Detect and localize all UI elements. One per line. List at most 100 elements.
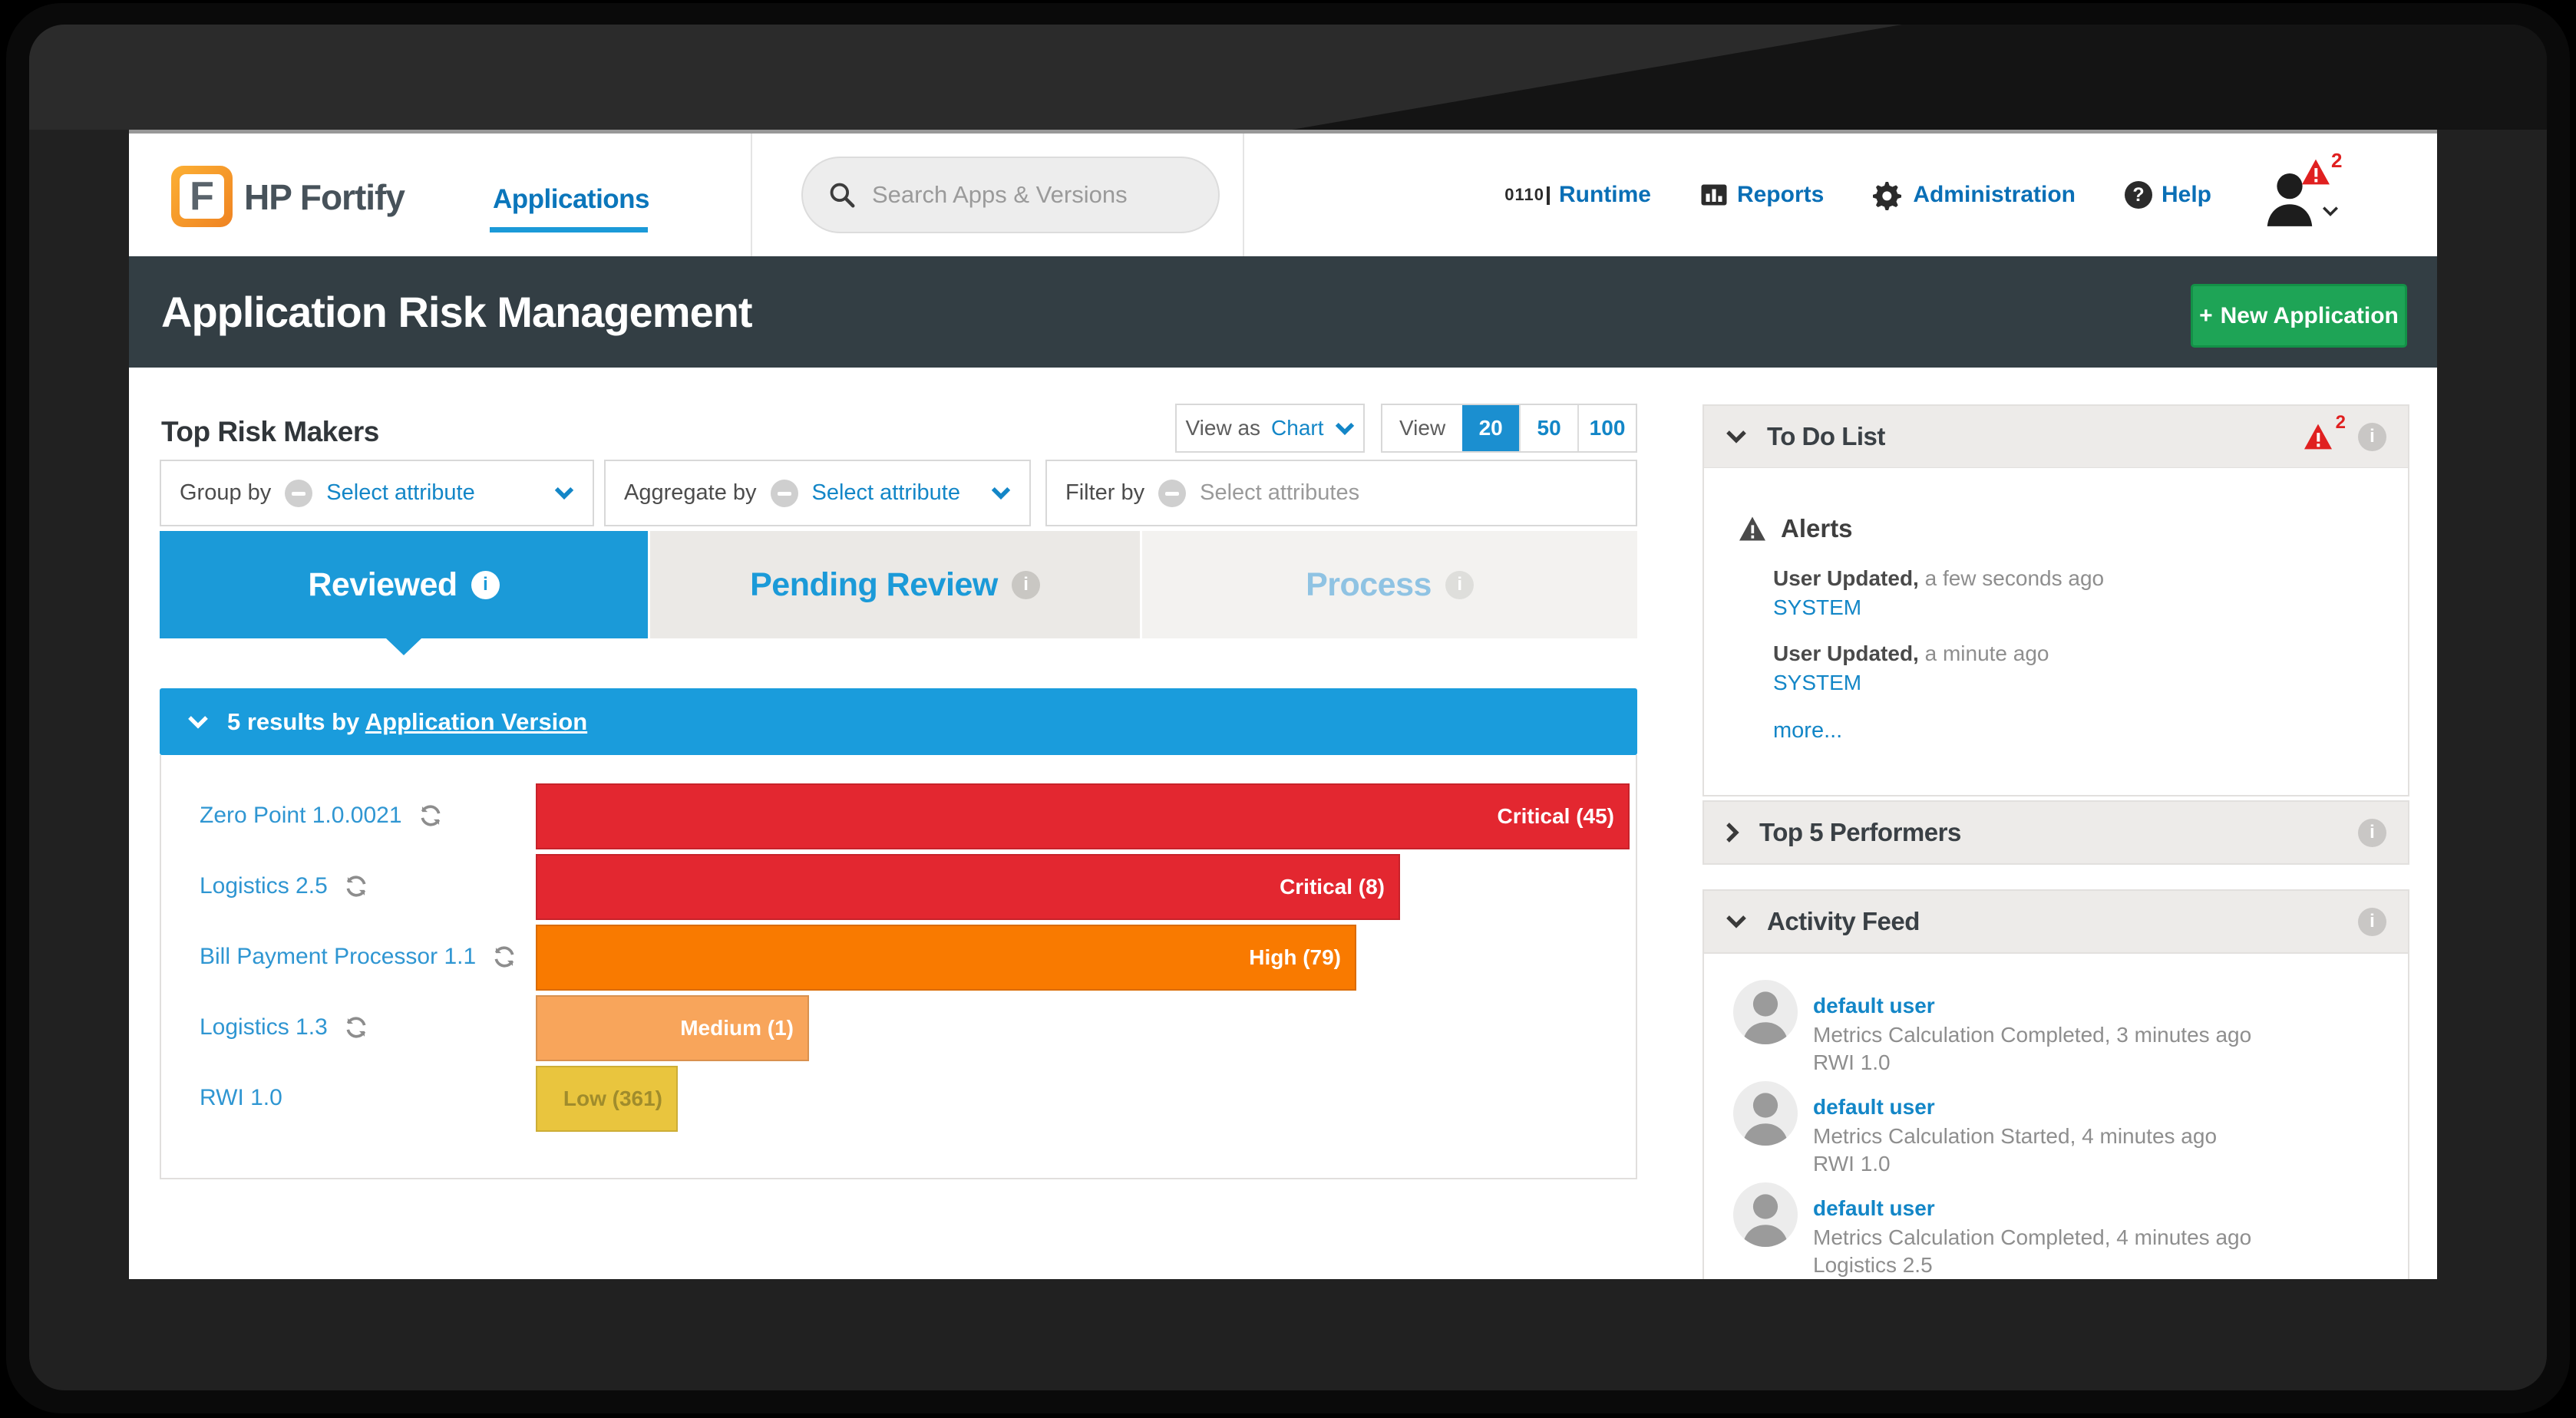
chevron-down-icon xyxy=(188,715,208,729)
filter-by-placeholder: Select attributes xyxy=(1200,480,1360,505)
feed-user-link[interactable]: default user xyxy=(1813,994,1935,1017)
info-icon[interactable]: i xyxy=(2358,818,2386,847)
risk-bar-badge: Critical (45) xyxy=(1497,804,1615,828)
results-count-text: 5 results by Application Version xyxy=(227,708,587,736)
app-version-label: RWI 1.0 xyxy=(200,1085,282,1110)
view-as-dropdown[interactable]: View as Chart xyxy=(1175,404,1365,453)
search-icon xyxy=(830,183,855,208)
active-tab-pointer xyxy=(386,638,421,655)
search-input[interactable]: Search Apps & Versions xyxy=(801,157,1220,233)
alert-system-link[interactable]: SYSTEM xyxy=(1773,595,1862,619)
feed-event-text: Metrics Calculation Started, 4 minutes a… xyxy=(1813,1124,2218,1148)
gear-icon xyxy=(1873,182,1902,210)
group-by-dropdown[interactable]: Group by Select attribute xyxy=(160,460,594,526)
app-version-link[interactable]: Logistics 1.3 xyxy=(200,1014,369,1040)
attribute-tag-icon xyxy=(770,479,798,507)
nav-help[interactable]: ? Help xyxy=(2124,181,2211,209)
todo-panel-header[interactable]: To Do List 2 i xyxy=(1702,404,2409,469)
top5-panel-header[interactable]: Top 5 Performers i xyxy=(1702,800,2409,865)
risk-bar[interactable]: Critical (8) xyxy=(536,854,1400,920)
help-icon: ? xyxy=(2124,181,2152,209)
refresh-icon[interactable] xyxy=(343,873,369,899)
section-title: Top Risk Makers xyxy=(161,416,379,447)
aggregate-by-value: Select attribute xyxy=(811,480,960,505)
app-version-link[interactable]: Logistics 2.5 xyxy=(200,873,369,899)
feed-user-link[interactable]: default user xyxy=(1813,1095,1935,1119)
tab-process[interactable]: Process i xyxy=(1142,531,1637,638)
app-version-link[interactable]: Bill Payment Processor 1.1 xyxy=(200,944,517,970)
risk-bar[interactable]: High (79) xyxy=(536,925,1356,991)
nav-runtime-label: Runtime xyxy=(1558,182,1651,207)
info-icon: i xyxy=(471,570,500,599)
risk-bar[interactable]: Critical (45) xyxy=(536,783,1630,849)
tab-reviewed[interactable]: Reviewed i xyxy=(160,531,648,638)
activity-feed-title: Activity Feed xyxy=(1767,907,1920,935)
filter-by-input[interactable]: Filter by Select attributes xyxy=(1045,460,1637,526)
alerts-more-link[interactable]: more... xyxy=(1773,718,1843,743)
risk-chart-panel: Zero Point 1.0.0021 Critical (45) xyxy=(160,755,1637,1179)
user-menu[interactable]: 2 xyxy=(2261,149,2342,232)
app-version-label: Logistics 1.3 xyxy=(200,1014,328,1040)
header-divider-right xyxy=(1243,134,1244,256)
tab-pending-review[interactable]: Pending Review i xyxy=(650,531,1140,638)
view-count-20[interactable]: 20 xyxy=(1462,405,1520,451)
page-title-bar: Application Risk Management + New Applic… xyxy=(129,256,2437,368)
nav-administration[interactable]: Administration xyxy=(1873,180,2076,210)
refresh-icon[interactable] xyxy=(343,1014,369,1040)
chevron-down-icon xyxy=(1726,430,1746,444)
app-version-label: Zero Point 1.0.0021 xyxy=(200,803,402,828)
user-avatar xyxy=(1733,1182,1798,1247)
screen: F HP Fortify Applications Search Apps & … xyxy=(129,130,2437,1279)
view-count-50[interactable]: 50 xyxy=(1519,405,1577,451)
alerts-heading: Alerts xyxy=(1738,514,1853,543)
hp-fortify-logo-icon: F xyxy=(171,166,233,227)
nav-runtime[interactable]: 0110 Runtime xyxy=(1504,182,1651,208)
alert-system-link[interactable]: SYSTEM xyxy=(1773,671,1862,694)
feed-event-text: Metrics Calculation Completed, 3 minutes… xyxy=(1813,1023,2252,1047)
app-version-link[interactable]: Zero Point 1.0.0021 xyxy=(200,803,444,829)
info-icon[interactable]: i xyxy=(2358,907,2386,936)
refresh-icon[interactable] xyxy=(491,944,517,970)
nav-applications[interactable]: Applications xyxy=(493,184,650,214)
user-avatar xyxy=(1733,980,1798,1044)
risk-bar-badge: Critical (8) xyxy=(1280,875,1385,899)
view-count-100[interactable]: 100 xyxy=(1577,405,1636,451)
new-application-label: New Application xyxy=(2220,302,2399,328)
chevron-down-icon xyxy=(1726,915,1746,928)
app-version-label: Bill Payment Processor 1.1 xyxy=(200,944,477,969)
view-count-toggle: View 20 50 100 xyxy=(1381,404,1637,453)
page-title: Application Risk Management xyxy=(161,288,753,336)
filter-by-label: Filter by xyxy=(1065,480,1145,505)
feed-event-text: Metrics Calculation Completed, 4 minutes… xyxy=(1813,1225,2252,1249)
risk-bar-badge: Medium (1) xyxy=(680,1016,794,1040)
top5-panel-title: Top 5 Performers xyxy=(1759,818,1961,846)
info-icon[interactable]: i xyxy=(2358,422,2386,451)
alert-item: User Updated, a minute ago xyxy=(1773,641,2049,665)
bar-chart-icon xyxy=(1701,184,1727,206)
new-application-button[interactable]: + New Application xyxy=(2191,284,2407,348)
alerts-title: Alerts xyxy=(1781,514,1853,542)
app-version-link[interactable]: RWI 1.0 xyxy=(200,1085,282,1111)
results-group-link[interactable]: Application Version xyxy=(365,707,588,735)
group-by-value: Select attribute xyxy=(326,480,475,505)
header-divider-left xyxy=(751,134,752,256)
feed-user-link[interactable]: default user xyxy=(1813,1196,1935,1220)
top-navigation: 0110 Runtime Reports xyxy=(1504,134,2342,256)
chevron-right-icon xyxy=(1726,823,1739,843)
user-alert-count-badge: 2 xyxy=(2331,149,2343,172)
bezel-face: F HP Fortify Applications Search Apps & … xyxy=(29,25,2547,1390)
view-count-label: View xyxy=(1399,416,1446,440)
results-collapse-bar[interactable]: 5 results by Application Version xyxy=(160,688,1637,755)
aggregate-by-label: Aggregate by xyxy=(624,480,757,505)
aggregate-by-dropdown[interactable]: Aggregate by Select attribute xyxy=(604,460,1031,526)
feed-app-text: RWI 1.0 xyxy=(1813,1152,1891,1176)
refresh-icon[interactable] xyxy=(418,803,444,829)
chevron-down-icon xyxy=(554,486,574,500)
risk-bar[interactable]: Low (361) xyxy=(536,1066,678,1132)
nav-reports[interactable]: Reports xyxy=(1700,181,1824,209)
risk-bar[interactable]: Medium (1) xyxy=(536,995,809,1061)
alert-triangle-icon xyxy=(2302,159,2330,185)
app-header: F HP Fortify Applications Search Apps & … xyxy=(129,134,2437,256)
activity-feed-header[interactable]: Activity Feed i xyxy=(1702,889,2409,954)
